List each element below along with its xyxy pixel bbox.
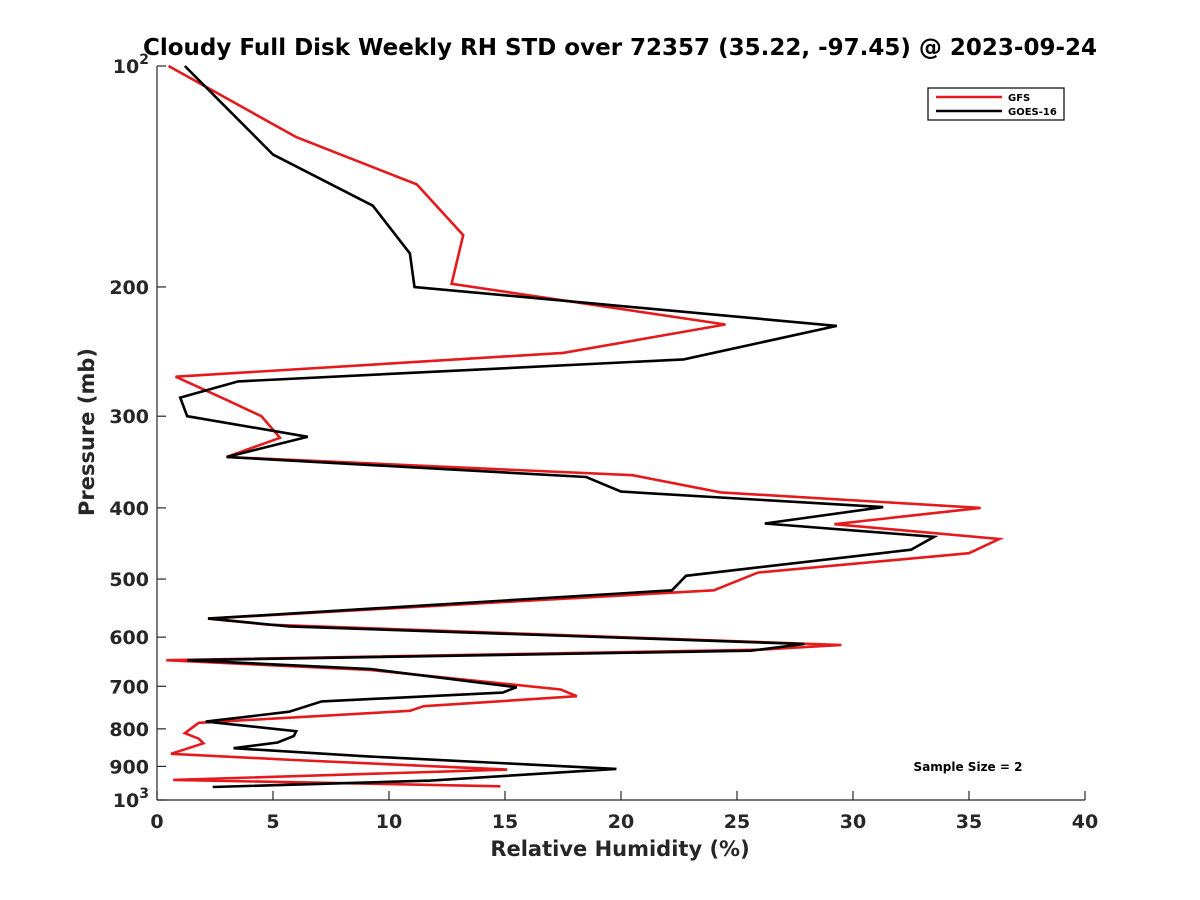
y-tick-label: 103: [113, 786, 149, 812]
y-tick-label: 600: [109, 627, 149, 649]
x-tick-label: 25: [724, 811, 750, 833]
y-tick-label: 400: [109, 498, 149, 520]
x-tick-label: 5: [266, 811, 279, 833]
y-tick-label: 200: [109, 277, 149, 299]
legend-label-gfs: GFS: [1008, 93, 1030, 104]
legend-label-goes-16: GOES-16: [1008, 107, 1057, 118]
series-line-goes-16: [178, 65, 939, 789]
x-axis-label: Relative Humidity (%): [490, 837, 749, 861]
y-axis-label: Pressure (mb): [75, 348, 99, 516]
sample-size-annotation: Sample Size = 2: [914, 760, 1023, 774]
plot-area: [157, 66, 1085, 800]
y-tick-label: 500: [109, 569, 149, 591]
y-tick-label: 900: [109, 756, 149, 778]
y-tick-label: 800: [109, 719, 149, 741]
y-tick-label: 300: [109, 406, 149, 428]
chart-title: Cloudy Full Disk Weekly RH STD over 7235…: [143, 35, 1097, 61]
x-tick-label: 20: [608, 811, 634, 833]
plot-background: [157, 66, 1085, 800]
x-tick-label: 40: [1072, 811, 1098, 833]
x-tick-label: 10: [376, 811, 402, 833]
series-layer: [166, 64, 1005, 789]
y-tick-label: 102: [113, 52, 149, 78]
x-tick-label: 15: [492, 811, 518, 833]
x-tick-label: 35: [956, 811, 982, 833]
legend-box: [927, 87, 1065, 121]
legend[interactable]: GFS GOES-16: [927, 87, 1065, 121]
y-tick-label: 700: [109, 676, 149, 698]
x-tick-label: 30: [840, 811, 866, 833]
x-tick-label: 0: [150, 811, 163, 833]
series-line-gfs: [166, 64, 1005, 788]
axes-layer: 0 5 10 15 20 25 30 35 40 102 200 300 400 500 600 700 800…: [109, 52, 1098, 833]
